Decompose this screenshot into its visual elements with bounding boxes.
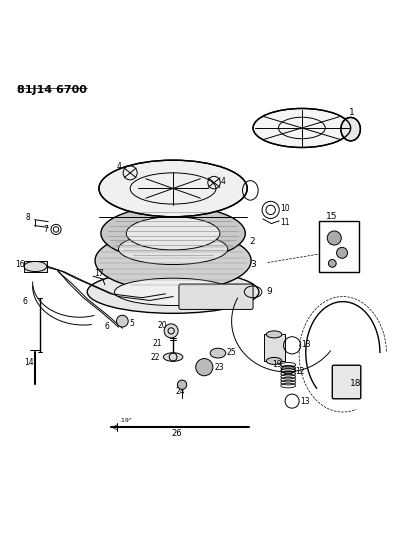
Text: 6: 6 xyxy=(23,297,28,306)
Text: 24: 24 xyxy=(175,387,185,396)
Text: 7: 7 xyxy=(44,225,48,234)
FancyBboxPatch shape xyxy=(332,365,361,399)
Bar xyxy=(24,261,47,272)
Text: 5: 5 xyxy=(129,319,134,328)
Text: 11: 11 xyxy=(280,219,290,227)
Ellipse shape xyxy=(126,217,220,250)
Ellipse shape xyxy=(266,331,282,338)
Text: 16: 16 xyxy=(15,260,25,269)
Text: 14: 14 xyxy=(24,358,34,367)
Text: 10: 10 xyxy=(280,204,290,213)
Text: 8: 8 xyxy=(26,213,30,222)
Ellipse shape xyxy=(341,117,360,141)
Text: 3: 3 xyxy=(250,260,256,269)
Text: 13: 13 xyxy=(300,397,310,406)
Ellipse shape xyxy=(99,160,247,217)
Text: 15: 15 xyxy=(326,212,338,221)
Text: 17: 17 xyxy=(94,269,104,278)
FancyBboxPatch shape xyxy=(179,284,253,310)
Circle shape xyxy=(329,260,336,267)
Text: 4: 4 xyxy=(221,177,226,186)
Circle shape xyxy=(196,359,213,376)
Text: 13: 13 xyxy=(301,340,311,349)
Text: 20: 20 xyxy=(158,320,167,329)
Ellipse shape xyxy=(95,230,251,291)
Text: 1: 1 xyxy=(349,108,354,117)
Ellipse shape xyxy=(87,270,259,313)
Circle shape xyxy=(336,247,347,259)
Text: 81J14 6700: 81J14 6700 xyxy=(17,85,87,95)
Text: 19: 19 xyxy=(273,360,282,369)
Ellipse shape xyxy=(114,278,231,305)
Text: 6: 6 xyxy=(105,322,110,332)
Text: 12: 12 xyxy=(295,367,304,376)
Circle shape xyxy=(327,231,341,245)
Text: 9: 9 xyxy=(267,287,272,296)
Text: 4: 4 xyxy=(116,162,121,171)
Circle shape xyxy=(116,316,128,327)
Text: 21: 21 xyxy=(153,340,162,348)
Text: 18: 18 xyxy=(350,379,361,388)
FancyBboxPatch shape xyxy=(319,221,359,272)
Ellipse shape xyxy=(101,206,245,261)
Ellipse shape xyxy=(253,108,351,148)
Ellipse shape xyxy=(163,353,183,361)
Text: 22: 22 xyxy=(151,352,160,361)
Text: 26: 26 xyxy=(171,429,182,438)
Ellipse shape xyxy=(118,233,228,264)
Circle shape xyxy=(177,380,187,390)
Circle shape xyxy=(164,324,178,338)
Text: 2: 2 xyxy=(249,237,255,246)
Text: .19": .19" xyxy=(119,417,132,423)
Bar xyxy=(264,334,285,361)
Text: 23: 23 xyxy=(214,362,224,372)
Ellipse shape xyxy=(210,348,226,358)
Text: 25: 25 xyxy=(227,348,237,357)
Ellipse shape xyxy=(266,358,282,365)
